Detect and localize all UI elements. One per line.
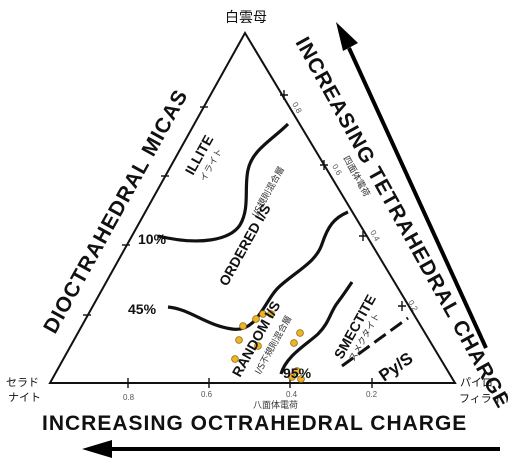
sample-point [231,355,239,363]
boundary-ordered-random [167,210,349,331]
bottom-tick-02: 0.2 [366,390,378,399]
right-tick-02: 0.2 [406,299,420,314]
left-axis-title: DIOCTRAHEDRAL MICAS [39,86,193,338]
ternary-triangle [48,31,457,384]
boundary-random-smectite [279,281,354,375]
right-edge-ticks [280,90,406,311]
left-edge-ticks [83,106,208,316]
bottom-axis-title-jp: 八面体電荷 [253,399,298,411]
sample-point [297,375,305,383]
bottom-tick-06: 0.6 [201,390,213,399]
sample-point [288,373,296,381]
sample-points [231,310,305,383]
sample-point [267,310,275,318]
sample-point [254,342,262,350]
sample-point [259,310,267,318]
vertex-right-label-2: フィライト [459,392,508,405]
sample-point [290,339,298,347]
vertex-left-label-2: ナイト [8,391,41,404]
percent-95: 95% [283,365,312,381]
vertex-left-label-1: セラド [6,376,39,389]
bottom-tick-04: 0.4 [286,390,298,399]
sample-point [235,336,243,344]
boundary-smectite-pys [341,316,409,368]
sample-point [293,367,301,375]
bottom-tick-08: 0.8 [123,393,135,402]
right-tick-06: 0.6 [330,163,344,178]
arrow-tetrahedral [336,22,488,349]
sample-point [296,329,304,337]
vertex-top-label: 白雲母 [225,10,267,26]
percent-45: 45% [128,301,157,317]
sample-point [252,315,260,323]
sample-point [239,322,247,330]
percent-10: 10% [138,231,167,247]
bottom-axis-title: INCREASING OCTRAHEDRAL CHARGE [42,412,467,435]
boundary-illite-ordered [157,122,290,243]
arrow-octahedral [82,440,500,458]
field-pys: Py/S [375,349,416,386]
vertex-right-label-1: パイロ [460,376,493,389]
